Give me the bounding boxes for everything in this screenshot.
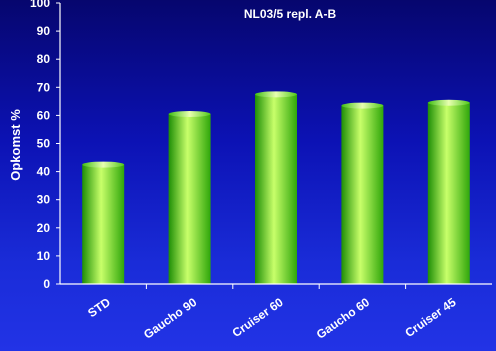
bar-cap bbox=[82, 161, 125, 168]
y-tick-label: 50 bbox=[37, 137, 51, 151]
bars-group bbox=[82, 91, 470, 285]
y-tick-label: 10 bbox=[37, 249, 51, 263]
bar-cruiser-60 bbox=[255, 94, 297, 284]
chart-subtitle: NL03/5 repl. A-B bbox=[244, 7, 337, 21]
y-axis-label: Opkomst % bbox=[8, 109, 23, 181]
y-tick-label: 90 bbox=[37, 24, 51, 38]
x-tick-label: Cruiser 45 bbox=[402, 295, 458, 340]
bar-cap bbox=[427, 99, 470, 106]
y-tick-label: 40 bbox=[37, 165, 51, 179]
bar-cap bbox=[168, 110, 211, 117]
bar-gaucho-90 bbox=[168, 113, 211, 285]
y-tick-label: 30 bbox=[37, 193, 51, 207]
x-tick-label: Cruiser 60 bbox=[230, 295, 286, 340]
bar-cap bbox=[341, 102, 384, 109]
x-tick-label: Gaucho 60 bbox=[314, 295, 373, 342]
bar-std bbox=[82, 164, 125, 284]
bar-gaucho-60 bbox=[341, 105, 384, 284]
y-axis: 0 10 20 30 40 50 60 70 80 90 100 bbox=[30, 0, 61, 291]
y-tick-label: 0 bbox=[43, 277, 50, 291]
y-tick-label: 100 bbox=[30, 0, 50, 10]
bar-cap bbox=[255, 91, 297, 98]
y-tick-label: 20 bbox=[37, 221, 51, 235]
y-tick-label: 70 bbox=[37, 80, 51, 94]
y-tick-label: 60 bbox=[37, 108, 51, 122]
x-axis: STD Gaucho 90 Cruiser 60 Gaucho 60 Cruiser 4… bbox=[60, 283, 492, 342]
bar-cruiser-45 bbox=[427, 102, 470, 284]
x-tick-label: STD bbox=[85, 295, 113, 320]
y-tick-label: 80 bbox=[37, 52, 51, 66]
x-tick-label: Gaucho 90 bbox=[141, 295, 200, 342]
